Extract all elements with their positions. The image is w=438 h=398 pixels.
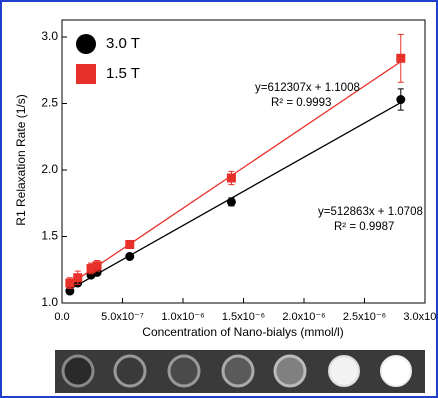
point [125, 240, 134, 249]
point [73, 273, 82, 282]
legend-marker [76, 64, 96, 84]
fit-equation: y=612307x + 1.1008 [255, 82, 360, 94]
y-tick-label: 1.5 [41, 229, 58, 243]
legend-label: 3.0 T [106, 35, 140, 52]
x-tick-label: 3.0x10⁻⁶ [403, 311, 438, 323]
fit-equation: y=512863x + 1.0708 [318, 206, 423, 218]
x-tick-label: 0.0 [54, 311, 69, 323]
point [396, 54, 405, 63]
mri-strip [55, 350, 425, 393]
x-tick-label: 1.5x10⁻⁶ [222, 311, 265, 323]
x-tick-label: 1.0x10⁻⁶ [161, 311, 204, 323]
legend-marker [76, 34, 96, 54]
y-tick-label: 3.0 [41, 29, 58, 43]
x-tick-label: 2.0x10⁻⁶ [282, 311, 325, 323]
point [396, 95, 405, 104]
legend-label: 1.5 T [106, 65, 140, 82]
x-tick-label: 5.0x10⁻⁷ [101, 311, 144, 323]
y-tick-label: 2.5 [41, 96, 58, 110]
point [65, 279, 74, 288]
y-tick-label: 1.0 [41, 295, 58, 309]
y-tick-label: 2.0 [41, 162, 58, 176]
x-axis-label: Concentration of Nano-bialys (mmol/l) [142, 325, 343, 339]
y-axis-label: R1 Relaxation Rate (1/s) [14, 94, 28, 225]
fit-r2: R² = 0.9987 [334, 221, 394, 233]
point [125, 252, 134, 261]
point [93, 261, 102, 270]
x-tick-label: 2.5x10⁻⁶ [343, 311, 386, 323]
fit-r2: R² = 0.9993 [271, 97, 331, 109]
chart: Concentration of Nano-bialys (mmol/l) R1… [0, 0, 438, 398]
point [227, 197, 236, 206]
point [227, 173, 236, 182]
